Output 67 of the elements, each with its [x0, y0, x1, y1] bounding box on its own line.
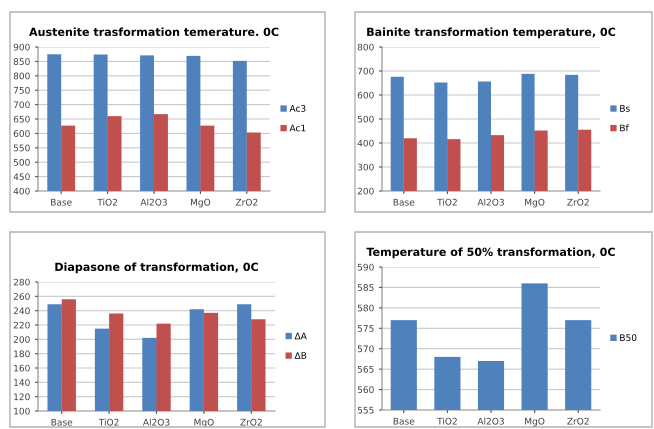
x-tick-label: ZrO2 — [236, 198, 258, 206]
legend-label: Ac3 — [290, 105, 306, 112]
y-tick-label: 500 — [358, 116, 374, 123]
y-tick-label: 100 — [14, 408, 30, 415]
x-tick-label: Base — [51, 198, 72, 206]
x-tick-label: TiO2 — [98, 418, 118, 426]
y-tick-label: 580 — [358, 304, 374, 312]
y-tick-label: 850 — [14, 58, 30, 65]
x-tick-label: Base — [394, 418, 414, 425]
y-tick-label: 750 — [14, 86, 30, 94]
x-tick-label: Base — [52, 418, 72, 426]
y-tick-label: 700 — [14, 101, 30, 108]
legend-label: ΔB — [294, 352, 306, 359]
x-tick-label: TiO2 — [437, 418, 457, 425]
x-tick-label: ZrO2 — [240, 418, 262, 426]
y-tick-label: 200 — [14, 336, 30, 343]
y-tick-label: 180 — [14, 350, 30, 358]
y-tick-label: 590 — [358, 264, 374, 271]
y-tick-label: 400 — [358, 140, 374, 147]
x-tick-label: ZrO2 — [567, 198, 589, 206]
y-tick-label: 900 — [14, 44, 30, 51]
chart-title: Austenite trasformation temerature. 0C — [29, 27, 278, 36]
y-tick-label: 280 — [14, 278, 30, 286]
y-tick-label: 300 — [358, 164, 374, 171]
y-tick-label: 600 — [14, 130, 30, 137]
y-tick-label: 550 — [14, 144, 30, 152]
x-tick-label: Al2O3 — [142, 418, 170, 426]
y-tick-label: 160 — [14, 364, 30, 372]
legend-label: Ac1 — [290, 124, 306, 132]
y-tick-label: 570 — [358, 345, 374, 352]
x-tick-label: MgO — [194, 418, 214, 428]
y-tick-label: 600 — [358, 92, 374, 99]
y-tick-label: 560 — [358, 386, 374, 394]
x-tick-label: TiO2 — [437, 198, 457, 206]
y-tick-label: 800 — [358, 44, 374, 51]
legend-label: B50 — [620, 334, 636, 342]
x-tick-label: MgO — [190, 198, 210, 208]
y-tick-label: 140 — [14, 379, 30, 386]
y-tick-label: 700 — [358, 68, 374, 75]
legend-label: Bs — [620, 105, 630, 112]
y-tick-label: 260 — [14, 293, 30, 300]
x-tick-label: Base — [394, 198, 414, 206]
y-tick-label: 200 — [358, 188, 374, 195]
legend-label: Bf — [620, 124, 629, 132]
y-tick-label: 555 — [358, 406, 374, 414]
x-tick-label: Al2O3 — [477, 198, 504, 206]
y-tick-label: 575 — [358, 325, 374, 332]
y-tick-label: 585 — [358, 284, 374, 291]
y-tick-label: 220 — [14, 322, 30, 329]
y-tick-label: 650 — [14, 116, 30, 123]
y-tick-label: 400 — [14, 188, 30, 195]
chart-title: Diapasone of transformation, 0C — [55, 262, 258, 274]
x-tick-label: MgO — [525, 418, 544, 426]
y-tick-label: 800 — [14, 72, 30, 80]
y-tick-label: 240 — [14, 307, 30, 314]
x-tick-label: ZrO2 — [567, 418, 589, 425]
x-tick-label: Al2O3 — [477, 418, 504, 425]
y-tick-label: 565 — [358, 366, 374, 373]
x-tick-label: TiO2 — [97, 198, 117, 206]
y-tick-label: 120 — [14, 393, 30, 400]
x-tick-label: Al2O3 — [140, 198, 167, 206]
legend-label: ΔA — [294, 332, 307, 340]
y-tick-label: 450 — [14, 173, 30, 180]
x-tick-label: MgO — [525, 198, 544, 208]
chart-title: Bainite transformation temperature, 0C — [367, 27, 616, 38]
chart-title: Temperature of 50% transformation, 0C — [366, 247, 615, 258]
y-tick-label: 500 — [14, 158, 30, 166]
